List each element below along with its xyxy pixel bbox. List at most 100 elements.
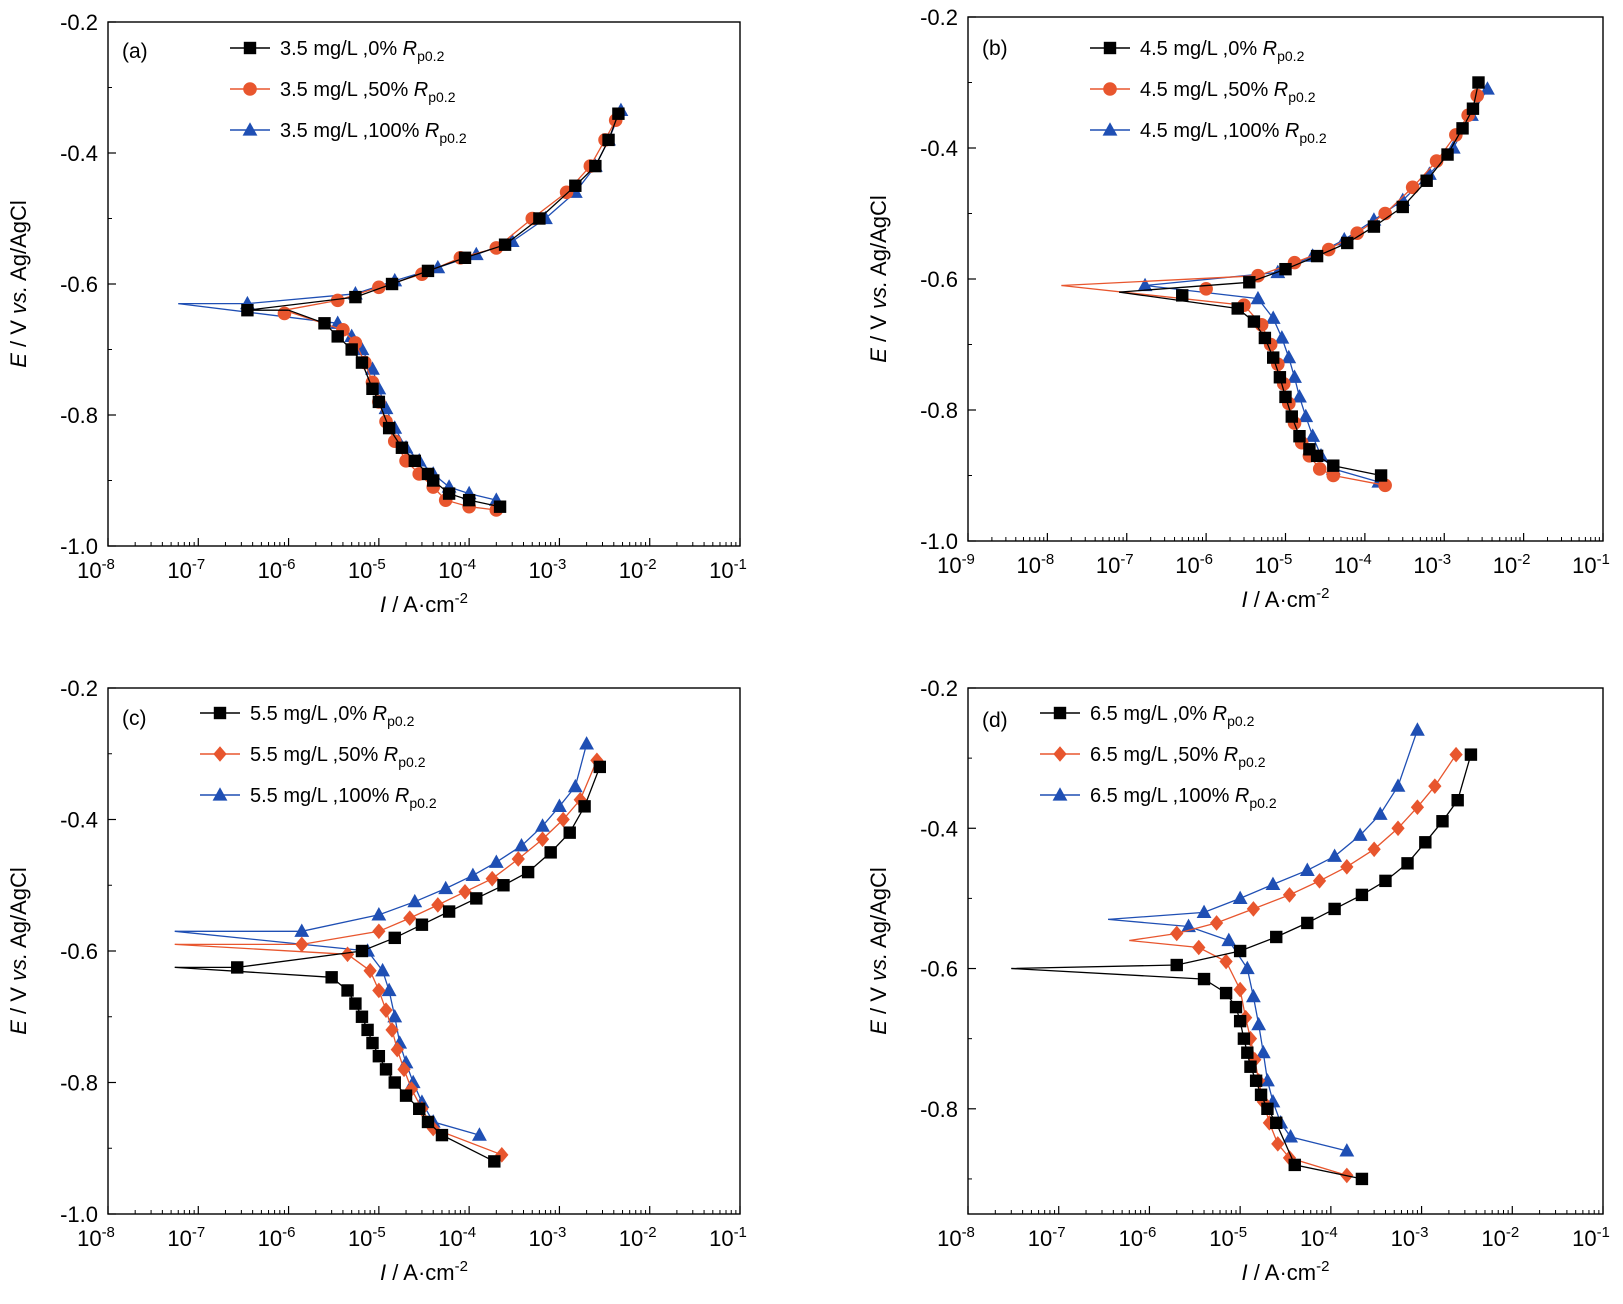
x-tick-base: 10 <box>77 1226 101 1251</box>
series-line-anodic <box>284 119 617 311</box>
data-point <box>379 1063 393 1076</box>
x-tick-exponent: -8 <box>102 1224 115 1241</box>
data-point <box>1245 988 1261 1003</box>
data-point <box>295 936 309 953</box>
x-tick-base: 10 <box>1391 1226 1415 1251</box>
x-tick-label: 10-5 <box>348 1224 386 1251</box>
legend-subscript: p0.2 <box>417 48 444 64</box>
series-line-cathodic <box>1144 284 1380 483</box>
data-point <box>1372 806 1388 820</box>
data-point <box>1327 459 1340 472</box>
y-tick-label: -1.0 <box>920 529 958 554</box>
data-point <box>345 343 358 356</box>
x-tick-base: 10 <box>937 553 961 578</box>
data-point <box>1390 778 1406 792</box>
data-point <box>563 826 576 839</box>
series-line-anodic <box>1108 729 1419 921</box>
x-tick-base: 10 <box>1572 553 1596 578</box>
x-tick-exponent: -3 <box>1415 1224 1428 1241</box>
legend-subscript: p0.2 <box>1238 754 1265 770</box>
data-point <box>1239 960 1255 975</box>
data-point <box>435 1128 449 1142</box>
legend-r: R <box>1263 38 1277 60</box>
y-tick-label: -0.8 <box>920 1097 958 1122</box>
data-point <box>442 905 456 918</box>
data-point <box>325 971 338 984</box>
data-point <box>488 1155 501 1168</box>
x-tick-exponent: -9 <box>962 551 975 568</box>
y-axis-ref: Ag/AgCl <box>6 867 31 953</box>
data-point <box>1244 1060 1257 1073</box>
data-point <box>1279 390 1292 404</box>
data-point <box>382 421 396 435</box>
legend-entry: 4.5 mg/L ,100% Rp0.2 <box>1090 120 1327 146</box>
x-tick-label: 10-1 <box>709 556 747 583</box>
data-point <box>1327 848 1343 862</box>
legend-r: R <box>1235 785 1249 807</box>
data-point <box>1256 1093 1270 1110</box>
data-point <box>612 107 625 120</box>
data-point <box>387 1008 403 1023</box>
data-point <box>1367 220 1381 233</box>
legend-r: R <box>1224 744 1238 766</box>
x-tick-base: 10 <box>1493 553 1517 578</box>
data-point <box>1250 290 1266 305</box>
data-point <box>1254 1088 1268 1101</box>
x-axis-title: I / A·cm-2 <box>1242 1258 1330 1285</box>
x-tick-exponent: -2 <box>643 556 656 573</box>
data-point <box>1249 1074 1263 1087</box>
data-point <box>372 1050 386 1063</box>
y-axis-unit: / V <box>866 981 891 1020</box>
data-point <box>1199 282 1213 296</box>
x-tick-exponent: -1 <box>734 556 747 573</box>
legend-label: 5.5 mg/L ,100% Rp0.2 <box>250 785 437 811</box>
y-axis-vs: vs. <box>866 953 891 981</box>
legend-series-name: 6.5 mg/L ,100% <box>1090 785 1235 807</box>
data-point <box>1273 371 1287 384</box>
x-axis-unit-exp: -2 <box>1316 585 1329 602</box>
legend-r: R <box>403 38 417 60</box>
x-tick-exponent: -6 <box>282 556 295 573</box>
data-point <box>544 846 557 859</box>
data-point <box>1196 904 1212 919</box>
legend-subscript: p0.2 <box>1288 89 1315 105</box>
legend-label: 6.5 mg/L ,0% Rp0.2 <box>1090 703 1255 729</box>
x-tick-label: 10-1 <box>709 1224 747 1251</box>
legend-series-name: 3.5 mg/L ,100% <box>280 120 425 142</box>
data-point <box>1310 449 1324 463</box>
data-point <box>535 818 550 832</box>
data-point <box>1260 1072 1275 1087</box>
legend-subscript: p0.2 <box>428 89 455 105</box>
x-tick-label: 10-2 <box>1481 1224 1519 1251</box>
data-point <box>1328 902 1341 916</box>
data-point <box>1209 915 1224 931</box>
data-point <box>1243 1030 1258 1047</box>
legend-marker <box>1053 746 1067 762</box>
legend-series-name: 6.5 mg/L ,0% <box>1090 703 1213 725</box>
data-point <box>375 962 391 977</box>
legend-series-name: 4.5 mg/L ,0% <box>1140 38 1263 60</box>
legend-label: 5.5 mg/L ,50% Rp0.2 <box>250 744 426 770</box>
legend-marker <box>1103 41 1117 55</box>
data-point <box>366 1036 379 1050</box>
x-tick-label: 10-5 <box>1209 1224 1247 1251</box>
data-point <box>1340 859 1354 875</box>
x-tick-base: 10 <box>619 558 643 583</box>
x-axis-title: I / A·cm-2 <box>380 1258 468 1285</box>
data-point <box>1449 746 1463 763</box>
x-tick-label: 10-4 <box>438 1224 476 1251</box>
data-point <box>1137 277 1153 292</box>
data-point <box>390 1041 404 1058</box>
series-line-cathodic <box>174 930 480 1136</box>
x-tick-label: 10-3 <box>529 556 567 583</box>
y-axis-vs: vs. <box>866 281 891 309</box>
legend-marker <box>1103 82 1117 96</box>
x-tick-label: 10-1 <box>1572 551 1610 578</box>
legend-subscript: p0.2 <box>1277 48 1304 64</box>
data-point <box>1267 351 1280 364</box>
data-point <box>1301 916 1314 930</box>
x-tick-exponent: -4 <box>463 556 476 573</box>
x-tick-exponent: -4 <box>1358 551 1371 568</box>
y-tick-label: -0.8 <box>60 403 98 428</box>
data-point <box>1176 289 1189 302</box>
